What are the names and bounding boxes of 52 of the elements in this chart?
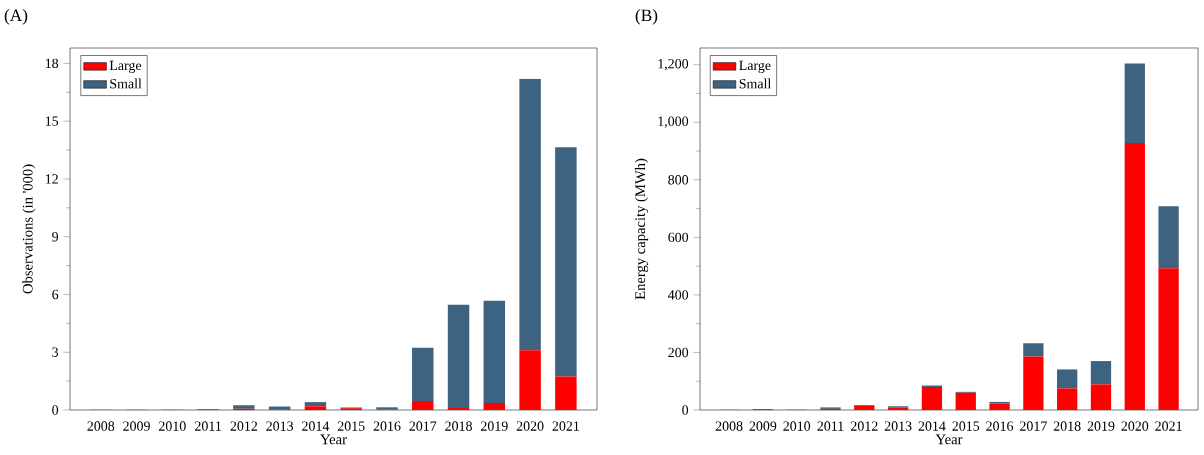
x-tick-label: 2011 [817,421,844,431]
x-tick-label: 2017 [409,421,437,431]
x-tick-label: 2019 [1087,421,1115,431]
x-axis-title: Year [320,434,347,445]
y-tick-label: 0 [682,405,689,415]
x-tick-label: 2016 [373,421,401,431]
x-tick-label: 2018 [445,421,472,431]
y-tick-label: 400 [668,290,689,300]
legend-label: Large [739,60,771,73]
x-tick-label: 2011 [195,421,221,431]
x-tick-label: 2020 [516,421,544,431]
x-tick-label: 2012 [850,421,878,431]
y-axis-title: Observations (in '000) [22,164,36,294]
x-tick-label: 2010 [158,421,186,431]
y-tick-label: 0 [52,405,59,415]
x-tick-label: 2021 [1155,421,1182,431]
chart-title: (B) [635,9,658,25]
x-tick-label: 2018 [1053,421,1081,431]
y-tick-label: 18 [45,58,59,69]
y-tick-label: 600 [668,232,689,243]
x-tick-label: 2009 [123,421,150,431]
x-tick-label: 2013 [884,421,912,431]
x-tick-label: 2013 [266,421,294,431]
chart-title: (A) [4,9,28,25]
y-tick-label: 1,000 [658,116,689,128]
y-axis-title: Energy capacity (MWh) [634,158,649,300]
x-tick-label: 2021 [552,421,579,431]
x-axis-title: Year [935,434,963,445]
y-tick-label: 12 [45,174,58,184]
x-tick-label: 2010 [783,421,811,431]
y-tick-label: 3 [52,347,59,357]
y-tick-label: 800 [668,175,689,185]
x-tick-label: 2020 [1121,421,1149,431]
legend-label: Small [110,78,142,89]
x-tick-label: 2016 [986,421,1014,431]
legend-label: Small [739,78,772,89]
x-tick-label: 2015 [952,421,980,431]
x-tick-label: 2017 [1020,421,1047,431]
y-tick-label: 200 [668,347,689,358]
y-tick-label: 6 [52,289,59,300]
y-tick-label: 9 [52,232,59,242]
x-tick-label: 2019 [480,421,508,431]
x-tick-label: 2014 [918,421,946,431]
x-tick-label: 2015 [337,421,365,431]
x-tick-label: 2014 [302,421,330,431]
y-tick-label: 1,200 [658,58,689,71]
x-tick-label: 2012 [230,421,258,431]
legend-label: Large [109,60,142,73]
x-tick-label: 2008 [715,421,743,431]
y-tick-label: 15 [45,116,59,126]
x-tick-label: 2009 [749,421,777,431]
x-tick-label: 2008 [87,421,115,431]
